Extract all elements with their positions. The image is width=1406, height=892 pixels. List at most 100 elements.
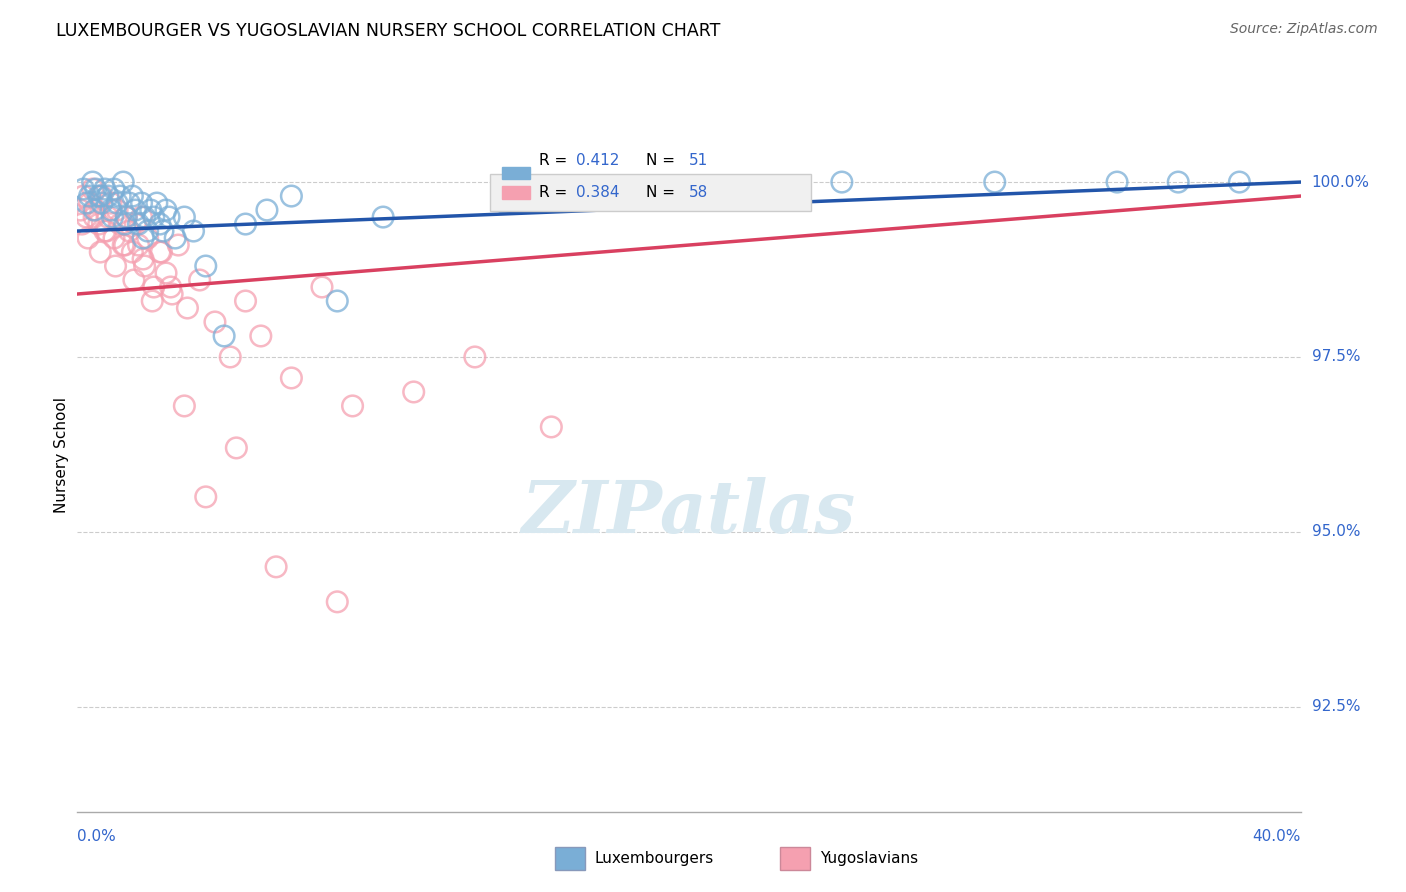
Point [115,210,138,224]
Point [89,245,111,260]
Text: 0.384: 0.384 [576,185,619,200]
Text: R =: R = [538,153,572,168]
Text: ZIPatlas: ZIPatlas [522,476,856,548]
Point [118,224,141,238]
Text: LUXEMBOURGER VS YUGOSLAVIAN NURSERY SCHOOL CORRELATION CHART: LUXEMBOURGER VS YUGOSLAVIAN NURSERY SCHO… [56,22,721,40]
Point [139,202,162,217]
Point [118,196,141,211]
Text: R =: R = [538,185,572,200]
Point [159,280,181,294]
Point [142,210,165,224]
Point [678,182,700,196]
Point [82,182,104,196]
Text: N =: N = [647,153,681,168]
Point [326,293,349,308]
Point [149,217,172,231]
Point [167,238,190,252]
Text: 0.0%: 0.0% [77,830,117,844]
Point [124,217,146,231]
Point [112,238,135,252]
Point [183,224,205,238]
Point [114,238,136,252]
Point [280,371,302,385]
Point [127,238,149,252]
Bar [502,186,530,199]
Text: 58: 58 [689,185,709,200]
Point [173,399,195,413]
Point [235,293,257,308]
Point [84,202,107,217]
Point [141,293,163,308]
Point [194,490,217,504]
Point [70,217,93,231]
Point [157,210,180,224]
Point [326,595,349,609]
Point [103,231,125,245]
Text: Source: ZipAtlas.com: Source: ZipAtlas.com [1230,22,1378,37]
Point [132,252,155,266]
Point [142,280,165,294]
Point [165,231,187,245]
Point [146,196,169,211]
Point [94,182,117,196]
Point [77,231,100,245]
Point [984,175,1007,189]
Text: 0.412: 0.412 [576,153,619,168]
Point [250,329,273,343]
Point [152,224,174,238]
Text: N =: N = [647,185,681,200]
Point [82,175,104,189]
Point [89,189,111,203]
Point [87,189,110,203]
Point [72,189,94,203]
Point [105,196,128,211]
Point [96,224,118,238]
Point [155,266,177,280]
Point [97,210,120,224]
Point [83,210,105,224]
Point [149,245,172,260]
Text: Luxembourgers: Luxembourgers [595,851,714,865]
Point [194,259,217,273]
Text: 92.5%: 92.5% [1312,699,1360,714]
Point [256,202,278,217]
Point [76,196,98,211]
Point [121,189,143,203]
Point [617,189,640,203]
Point [112,175,135,189]
Point [1229,175,1251,189]
Point [100,202,122,217]
Point [127,217,149,231]
Point [134,210,156,224]
Point [464,350,486,364]
Bar [491,174,811,211]
Point [831,175,853,189]
Point [108,189,131,203]
Point [212,329,235,343]
Point [402,384,425,399]
Text: 40.0%: 40.0% [1253,830,1301,844]
Point [188,273,211,287]
Point [124,202,146,217]
Point [72,182,94,196]
Point [495,196,517,211]
Y-axis label: Nursery School: Nursery School [53,397,69,513]
Text: 51: 51 [689,153,709,168]
Point [121,245,143,260]
Point [204,315,226,329]
Point [280,189,302,203]
Point [134,259,156,273]
Point [90,189,112,203]
Point [1167,175,1189,189]
Point [540,420,562,434]
Point [160,287,183,301]
Bar [502,167,530,179]
Point [79,196,101,211]
Point [101,210,124,224]
Point [90,196,112,211]
Text: 100.0%: 100.0% [1312,175,1369,190]
Point [264,559,287,574]
Point [114,217,136,231]
Text: 95.0%: 95.0% [1312,524,1360,540]
Point [83,202,105,217]
